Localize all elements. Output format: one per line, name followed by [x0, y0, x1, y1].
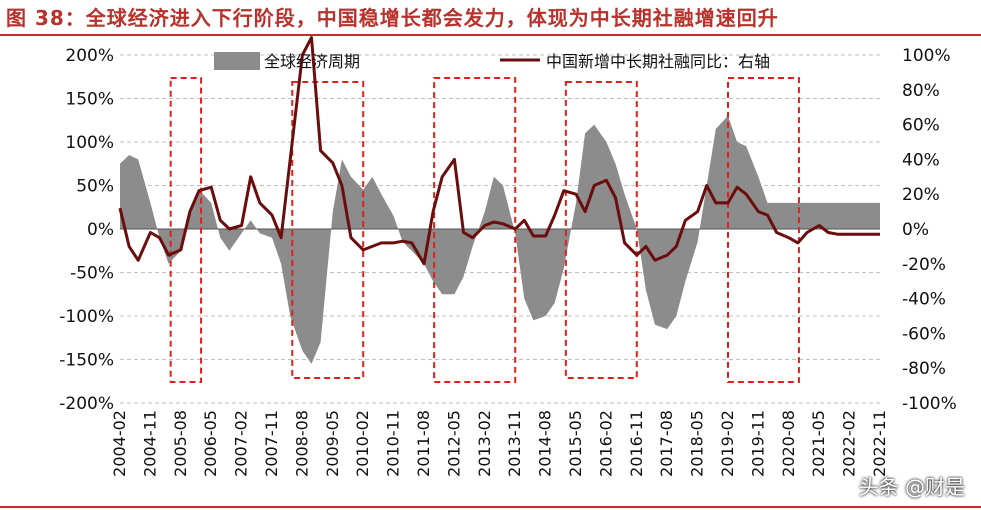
x-tick-label-2: 2005-08 [171, 410, 190, 477]
x-tick-label-4: 2007-02 [232, 410, 251, 477]
x-tick-label-3: 2006-05 [201, 410, 220, 477]
x-tick-label-15: 2015-05 [566, 410, 585, 477]
x-tick-label-17: 2016-11 [627, 410, 646, 477]
x-tick-label-21: 2019-11 [748, 410, 767, 477]
left-tick-label-5: 50% [76, 177, 114, 197]
x-tick-label-1: 2004-11 [140, 410, 159, 477]
x-tick-label-23: 2021-05 [809, 410, 828, 477]
watermark: 头条 @财是 [858, 475, 965, 499]
legend-label-area: 全球经济周期 [264, 52, 360, 71]
highlight-box-0 [169, 77, 203, 383]
x-tick-label-11: 2012-05 [444, 410, 463, 477]
x-tick-label-5: 2007-11 [262, 410, 281, 477]
left-tick-label-7: 150% [65, 90, 114, 110]
right-tick-label-1: -80% [902, 359, 946, 379]
x-tick-label-0: 2004-02 [110, 410, 129, 477]
x-tick-label-14: 2014-08 [536, 410, 555, 477]
x-tick-label-18: 2017-08 [657, 410, 676, 477]
right-tick-label-9: 80% [902, 81, 940, 101]
right-tick-label-6: 20% [902, 185, 940, 205]
chart-title: 图 38：全球经济进入下行阶段，中国稳增长都会发力，体现为中长期社融增速回升 [6, 6, 779, 30]
x-tick-label-25: 2022-11 [870, 410, 889, 477]
highlight-box-4 [727, 77, 800, 383]
title-rule [0, 34, 981, 36]
left-tick-label-8: 200% [65, 46, 114, 66]
x-tick-label-13: 2013-11 [505, 410, 524, 477]
right-tick-label-3: -40% [902, 290, 946, 310]
right-tick-label-0: -100% [902, 394, 957, 414]
right-tick-label-10: 100% [902, 46, 951, 66]
legend-label-line: 中国新增中长期社融同比：右轴 [546, 52, 770, 71]
left-tick-label-2: -100% [59, 307, 114, 327]
highlight-box-1 [291, 81, 365, 379]
left-tick-label-4: 0% [87, 220, 114, 240]
x-tick-label-20: 2019-02 [718, 410, 737, 477]
right-tick-label-5: 0% [902, 220, 929, 240]
credit-growth-line [118, 36, 880, 266]
left-tick-label-3: -50% [70, 264, 114, 284]
x-tick-label-9: 2010-11 [384, 410, 403, 477]
x-tick-label-22: 2020-08 [779, 410, 798, 477]
right-tick-label-8: 60% [902, 116, 940, 136]
x-tick-label-10: 2011-08 [414, 410, 433, 477]
right-tick-label-4: -20% [902, 255, 946, 275]
left-tick-label-0: -200% [59, 394, 114, 414]
x-tick-label-8: 2010-02 [353, 410, 372, 477]
highlight-box-3 [564, 81, 638, 379]
left-tick-label-6: 100% [65, 133, 114, 153]
x-tick-label-24: 2022-02 [840, 410, 859, 477]
left-tick-label-1: -150% [59, 351, 114, 371]
title-bar: 图 38：全球经济进入下行阶段，中国稳增长都会发力，体现为中长期社融增速回升 [0, 0, 981, 36]
x-tick-label-19: 2018-05 [688, 410, 707, 477]
global-cycle-area [120, 115, 880, 364]
right-tick-label-7: 40% [902, 150, 940, 170]
x-tick-label-16: 2016-02 [596, 410, 615, 477]
x-tick-label-12: 2013-02 [475, 410, 494, 477]
legend-swatch-area [214, 52, 260, 70]
right-tick-label-2: -60% [902, 324, 946, 344]
x-tick-label-7: 2009-05 [323, 410, 342, 477]
bottom-rule [0, 506, 981, 508]
x-tick-label-6: 2008-08 [292, 410, 311, 477]
